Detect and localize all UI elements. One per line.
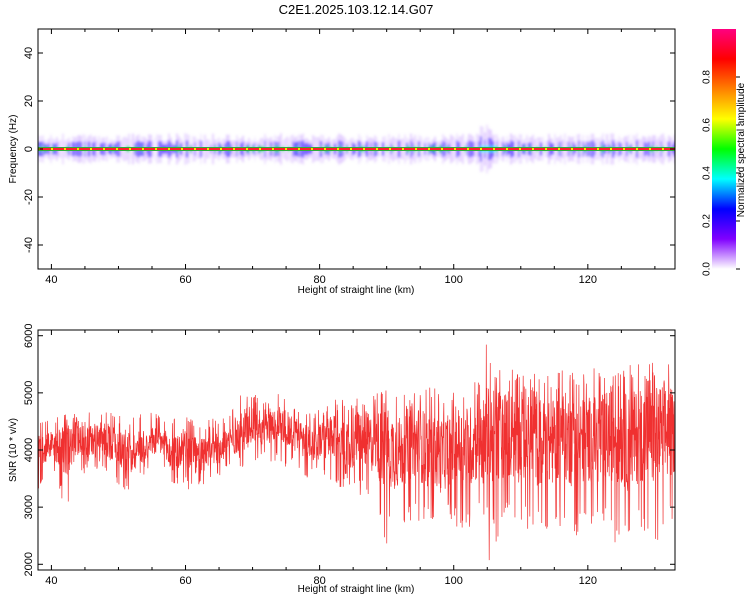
colorbar-tick-labels: 0.0 0.2 0.4 0.6 0.8	[702, 70, 713, 276]
y-tick-label: 3000	[23, 495, 35, 519]
spectrogram-x-tick-labels: 40 60 80 100 120	[45, 274, 597, 286]
chart-title: C2E1.2025.103.12.14.G07	[279, 2, 434, 17]
snr-ticks	[38, 330, 675, 570]
y-tick-label: 6000	[23, 323, 35, 347]
snr-x-tick-labels: 40 60 80 100 120	[45, 575, 597, 587]
x-tick-label: 40	[45, 274, 57, 286]
y-tick-label: -20	[23, 189, 35, 205]
colorbar-tick-label: 0.6	[702, 118, 713, 132]
y-tick-label: 2000	[23, 552, 35, 576]
x-tick-label: 40	[45, 575, 57, 587]
colorbar-tick-label: 0.8	[702, 70, 713, 84]
colorbar-gradient	[712, 29, 736, 269]
x-tick-label: 80	[313, 274, 325, 286]
y-tick-label: 0	[23, 146, 35, 152]
y-tick-label: 40	[23, 47, 35, 59]
x-tick-label: 100	[445, 274, 463, 286]
colorbar-tick-label: 0.4	[702, 166, 713, 180]
x-tick-label: 80	[313, 575, 325, 587]
x-tick-label: 120	[579, 274, 597, 286]
y-tick-label: 4000	[23, 438, 35, 462]
spectrogram-y-tick-labels: 40 20 0 -20 -40	[23, 47, 35, 253]
colorbar: 0.0 0.2 0.4 0.6 0.8 Normalized spectral …	[702, 29, 747, 276]
colorbar-label: Normalized spectral amplitude	[736, 82, 747, 217]
y-tick-label: -40	[23, 237, 35, 253]
snr-x-axis-label: Height of straight line (km)	[298, 584, 415, 595]
y-tick-label: 20	[23, 95, 35, 107]
x-tick-label: 60	[179, 274, 191, 286]
x-tick-label: 100	[445, 575, 463, 587]
snr-y-tick-labels: 6000 5000 4000 3000 2000	[23, 323, 35, 576]
spectrogram-panel: 40 60 80 100 120 40 20 0 -20 -40 Height …	[8, 28, 676, 296]
x-tick-label: 120	[579, 575, 597, 587]
x-tick-label: 60	[179, 575, 191, 587]
colorbar-tick-label: 0.0	[702, 262, 713, 276]
colorbar-ticks	[736, 76, 740, 270]
spectrogram-plot-area	[38, 124, 675, 174]
spectrogram-ticks	[38, 29, 675, 269]
y-tick-label: 5000	[23, 381, 35, 405]
spectrogram-x-axis-label: Height of straight line (km)	[298, 285, 415, 296]
snr-series-line	[38, 344, 675, 561]
spectrogram-y-axis-label: Frequency (Hz)	[8, 115, 19, 184]
snr-plot-area	[38, 344, 675, 561]
snr-panel: 40 60 80 100 120 6000 5000 4000 3000 200…	[8, 323, 676, 595]
snr-y-axis-label: SNR (10 * v/v)	[8, 418, 19, 482]
colorbar-tick-label: 0.2	[702, 214, 713, 228]
